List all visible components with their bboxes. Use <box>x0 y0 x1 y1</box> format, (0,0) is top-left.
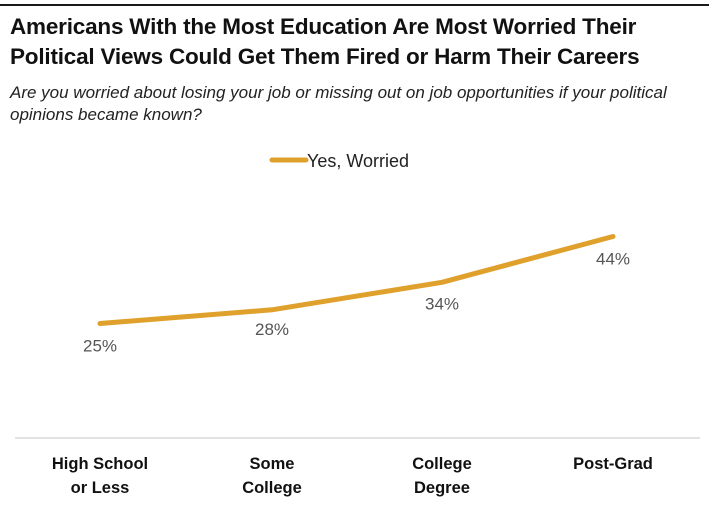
data-label: 25% <box>83 337 117 356</box>
x-tick-label: College <box>242 479 302 497</box>
x-tick-label: Some <box>250 455 295 473</box>
legend-label: Yes, Worried <box>307 151 409 171</box>
top-rule <box>0 4 709 6</box>
series-line-yes-worried <box>97 234 616 326</box>
data-label: 28% <box>255 320 289 339</box>
x-tick-label: College <box>412 455 472 473</box>
data-label: 44% <box>596 250 630 269</box>
x-tick-label: Post-Grad <box>573 455 653 473</box>
x-tick-label: High School <box>52 455 148 473</box>
chart-subtitle: Are you worried about losing your job or… <box>10 83 667 124</box>
chart-title: Americans With the Most Education Are Mo… <box>10 14 640 69</box>
x-tick-label: or Less <box>71 479 130 497</box>
data-label: 34% <box>425 294 459 313</box>
x-tick-label: Degree <box>414 479 470 497</box>
